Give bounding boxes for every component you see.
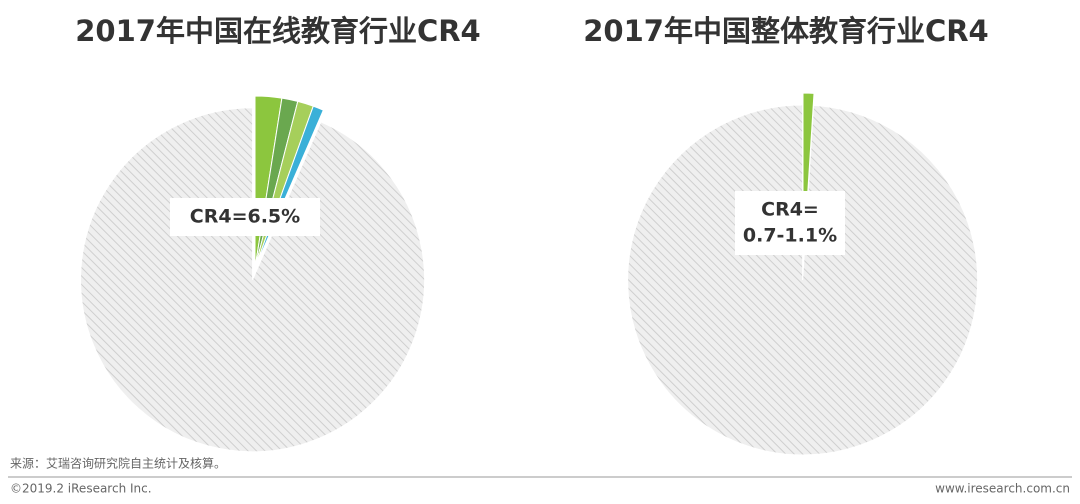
chart-title: 2017年中国整体教育行业CR4 <box>583 14 989 48</box>
copyright: ©2019.2 iResearch Inc. <box>10 482 152 496</box>
annotation: 0.7-1.1% <box>743 225 837 247</box>
annotation: CR4= <box>761 199 819 221</box>
source: 来源：艾瑞咨询研究院自主统计及核算。 <box>10 456 226 471</box>
pie-slice <box>627 104 979 456</box>
annotation-box <box>735 191 845 255</box>
site: www.iresearch.com.cn <box>935 482 1070 496</box>
annotation-box <box>170 198 320 236</box>
chart-title: 2017年中国在线教育行业CR4 <box>75 14 481 48</box>
annotation: CR4=6.5% <box>190 206 300 228</box>
pie-slice <box>80 107 426 453</box>
